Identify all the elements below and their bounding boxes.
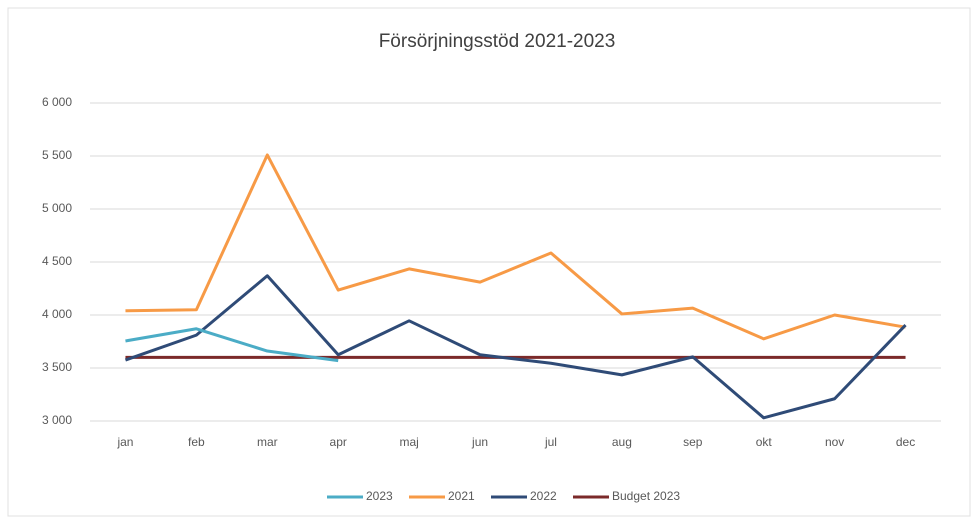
x-tick-label: feb (188, 435, 205, 449)
y-tick-label: 5 000 (42, 201, 72, 215)
x-tick-label: dec (896, 435, 915, 449)
y-tick-label: 3 000 (42, 413, 72, 427)
series-line (125, 327, 339, 363)
x-tick-label: mar (257, 435, 278, 449)
y-tick-label: 6 000 (42, 95, 72, 109)
series-line (125, 153, 906, 341)
chart-title: Försörjningsstöd 2021-2023 (379, 31, 616, 52)
legend-label: Budget 2023 (612, 489, 680, 503)
y-tick-label: 3 500 (42, 360, 72, 374)
y-tick-label: 5 500 (42, 148, 72, 162)
legend-label: 2021 (448, 489, 475, 503)
series-line (124, 274, 907, 420)
legend-label: 2022 (530, 489, 557, 503)
x-tick-label: aug (612, 435, 632, 449)
x-tick-label: okt (756, 435, 773, 449)
x-tick-label: jul (544, 435, 557, 449)
x-tick-label: sep (683, 435, 703, 449)
legend-label: 2023 (366, 489, 393, 503)
y-tick-label: 4 000 (42, 307, 72, 321)
x-tick-label: nov (825, 435, 844, 449)
y-tick-label: 4 500 (42, 254, 72, 268)
x-tick-label: jun (471, 435, 488, 449)
x-tick-label: jan (116, 435, 133, 449)
x-tick-label: apr (330, 435, 347, 449)
x-tick-label: maj (399, 435, 418, 449)
